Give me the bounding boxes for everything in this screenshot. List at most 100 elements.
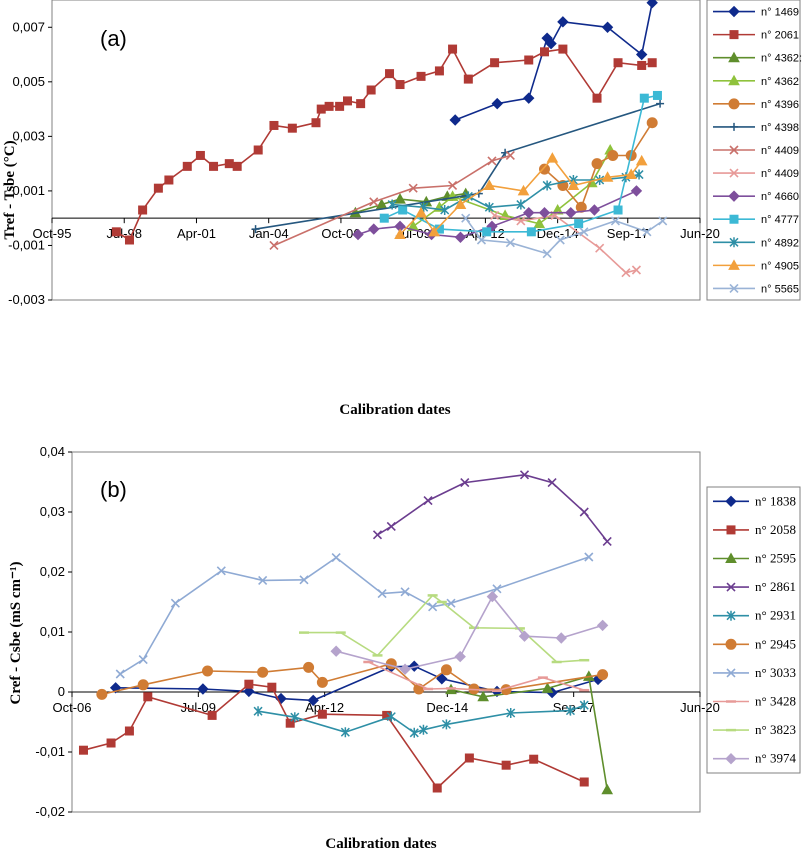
data-point [642,227,652,237]
y-tick-label-b: 0,03 [40,504,65,519]
data-point [307,694,319,707]
data-point [646,0,658,9]
legend-label: n° 1838 [755,493,796,508]
data-point [138,205,148,215]
data-point [463,74,473,84]
series-line [273,154,511,247]
series-a-6 [269,150,515,251]
data-point [630,185,643,197]
data-point [164,175,174,185]
data-point [601,783,614,795]
series-line [304,594,585,663]
data-point [519,470,530,480]
y-tick-label-b: -0,02 [35,804,65,819]
data-point [634,169,644,180]
series-b-6 [115,552,594,679]
legend-box-b [706,486,801,774]
chart-marks: Oct-95Jul-98Apr-01Jan-04Oct-06Jul-09Apr-… [8,0,802,819]
x-tick-label-a: Jul-98 [107,226,142,241]
data-point [486,590,499,603]
legend-entry-a: n° 4409 [713,145,799,157]
legend-marker [728,51,740,63]
data-point [448,180,458,191]
legend-label: n° 2861 [755,579,796,594]
data-point [285,718,295,728]
legend-label: n° 2595 [755,551,796,566]
data-point [428,602,438,612]
series-b-1 [78,679,589,793]
data-point [574,219,584,229]
data-point [601,171,614,182]
legend-marker [729,214,739,224]
data-point [209,161,219,171]
series-b-4 [253,700,589,738]
data-point [461,213,471,223]
data-point [207,710,217,720]
data-point [658,216,668,226]
series-line [257,704,585,734]
data-point [385,69,395,79]
y-axis-label-b-text: Cref - Csbe (mS cm⁻¹) [8,562,24,705]
legend-marker [730,122,738,131]
data-point [579,227,589,237]
data-point [267,682,277,692]
data-point [416,71,426,81]
x-tick-label-a: Jan-04 [249,226,289,241]
legend-entry-a: n° 4905 [713,259,799,272]
series-line [454,2,653,121]
plot-area-a [51,0,701,301]
legend-entry-b: n° 2058 [713,522,796,537]
series-a-0 [449,0,658,126]
legend-marker [726,525,736,535]
legend-label: n° 4660 [761,191,799,203]
data-point [646,117,658,129]
data-point [408,660,420,672]
data-point [448,44,458,54]
legend-entry-b: n° 1838 [713,493,796,508]
plot-area-b [71,451,701,813]
data-point [311,118,321,128]
x-tick-label-b: Oct-06 [52,700,91,715]
data-point [394,193,406,204]
data-point [340,727,350,738]
legend-marker [729,283,739,294]
y-tick-label-a: 0,007 [12,19,45,34]
data-point [492,584,502,594]
data-point [408,183,418,193]
legend-marker [725,752,737,765]
series-a-11 [394,152,648,240]
data-point [432,783,442,793]
data-point [303,661,315,673]
legend-label: n° 3974 [755,751,796,766]
x-axis-label-a: Calibration dates [339,402,450,418]
data-point [542,249,552,259]
data-point [483,179,496,190]
panel-label-b: (b) [100,477,127,502]
series-a-1 [111,44,657,245]
data-point [523,207,535,219]
data-point [287,123,297,133]
data-point [434,66,444,76]
series-line [377,473,608,542]
data-point [96,688,108,700]
data-point [647,58,657,68]
legend-entry-a: n° 4362: [713,51,802,65]
y-tick-label-b: 0,02 [40,564,65,579]
data-point [538,207,551,219]
legend-marker [728,98,740,110]
legend-entry-a: n° 4362 [713,74,799,88]
data-point [484,202,494,213]
data-point [501,760,511,770]
data-point [539,163,551,175]
data-point [491,97,503,110]
data-point [395,80,405,90]
data-point [317,709,327,719]
panel-label-a: (a) [100,26,127,51]
y-tick-label-a: -0,003 [8,292,45,307]
data-point [386,711,396,722]
data-point [202,665,214,677]
data-point [418,724,428,735]
legend-entry-a: n° 4398 [713,122,799,134]
data-point [400,587,410,597]
data-point [299,575,309,585]
